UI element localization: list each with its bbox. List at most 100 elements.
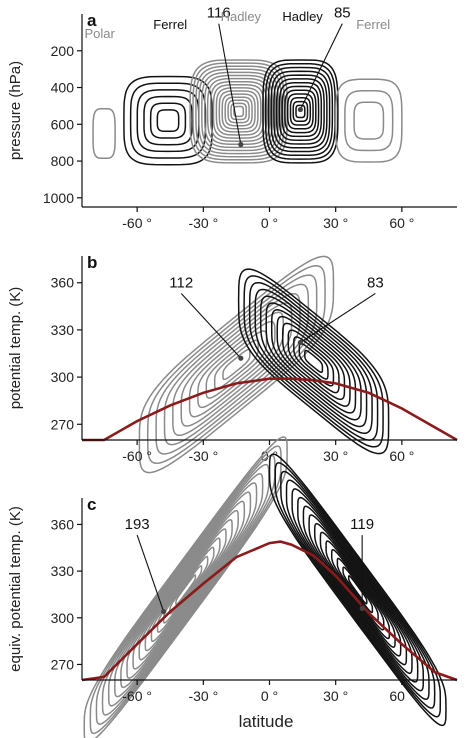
y-tick-label: 800 (51, 153, 75, 169)
max-leader-line (180, 293, 242, 359)
contour-line (83, 436, 288, 738)
panel-c: 193 119 270 300 330 360 -60 ° -30 ° 0 ° 30 ° 60 ° e… (7, 436, 458, 738)
contour-line (233, 105, 245, 118)
contour-line (293, 336, 335, 387)
panel-letter: c (87, 495, 96, 514)
contour-line (120, 491, 252, 689)
x-tick-label: -30 ° (188, 448, 218, 464)
contour-line (281, 322, 346, 401)
x-tick-label: 30 ° (323, 215, 348, 231)
contour-line (143, 95, 193, 146)
contour-line (243, 275, 384, 448)
cell-name-label: Ferrel (153, 17, 187, 32)
max-value-label: 85 (334, 5, 351, 22)
contour-line (259, 295, 368, 428)
contour-line (273, 74, 328, 149)
contour-line (89, 445, 282, 735)
max-marker (238, 355, 244, 361)
x-tick-label: -60 ° (122, 688, 152, 704)
y-tick-label: 330 (51, 322, 75, 338)
contour-line (92, 107, 116, 160)
contour-line (308, 514, 408, 666)
max-value-label: 116 (207, 5, 231, 22)
contour-line (254, 288, 373, 435)
contour-cell (334, 78, 403, 163)
contour-line (353, 101, 385, 140)
max-leader-line (136, 534, 165, 612)
contour-line (292, 100, 309, 123)
contour-line (209, 80, 268, 142)
y-tick-label: 270 (51, 416, 75, 432)
panel-letter: b (87, 253, 97, 272)
panel-a: 116 85 Polar Ferrel Hadley Hadley Ferrel 200 400… (7, 5, 457, 231)
contour-line (289, 97, 312, 126)
contour-line (270, 70, 331, 153)
x-tick-label: 60 ° (389, 215, 414, 231)
contour-line (203, 74, 274, 149)
contour-line (95, 454, 276, 725)
max-marker (161, 608, 167, 615)
max-value-label: 112 (169, 274, 193, 291)
contour-line (347, 575, 368, 605)
tropopause-curve (82, 377, 458, 442)
contour-line (221, 93, 256, 130)
max-leader-line (300, 292, 376, 343)
cell-name-label: Hadley (282, 9, 323, 24)
max-marker (238, 141, 244, 148)
max-leader-line (218, 23, 242, 145)
y-tick-label: 200 (51, 43, 75, 59)
max-leader-line (299, 23, 343, 110)
x-tick-label: 30 ° (323, 688, 348, 704)
contour-line (126, 500, 246, 679)
y-tick-label: 360 (51, 275, 75, 291)
y-tick-label: 1000 (43, 190, 74, 206)
contour-line (230, 102, 247, 121)
cell-name-label: Hadley (221, 9, 262, 24)
contour-line (286, 93, 314, 130)
max-marker (297, 106, 303, 113)
y-tick-label: 300 (51, 610, 75, 626)
x-axis-label: latitude (239, 712, 294, 731)
contour-line (215, 87, 262, 136)
contour-line (291, 488, 425, 692)
max-marker (359, 605, 365, 612)
contour-line (248, 281, 379, 441)
contour-line (212, 84, 265, 139)
contour-line (304, 349, 324, 373)
contour-line (175, 574, 197, 606)
contour-line (298, 342, 329, 380)
contour-line (163, 283, 310, 446)
contour-line (206, 77, 271, 146)
contour-line (330, 549, 385, 631)
cell-name-label: Ferrel (356, 17, 390, 32)
y-tick-label: 270 (51, 656, 75, 672)
contour-line (224, 96, 253, 127)
contour-line (222, 348, 251, 381)
contour-cell (92, 107, 116, 160)
panel-letter: a (87, 11, 97, 30)
contour-line (302, 505, 413, 675)
contour-cell (268, 453, 447, 727)
max-value-label: 83 (367, 274, 384, 291)
contour-cell (237, 268, 390, 455)
contour-cell (262, 59, 339, 164)
x-tick-label: 0 ° (261, 215, 278, 231)
y-tick-label: 400 (51, 80, 75, 96)
contour-line (114, 482, 258, 698)
contour-line (156, 546, 215, 633)
contour-line (325, 540, 391, 640)
y-tick-label: 300 (51, 369, 75, 385)
x-tick-label: 60 ° (389, 448, 414, 464)
x-tick-label: 30 ° (323, 448, 348, 464)
x-tick-label: 60 ° (389, 688, 414, 704)
max-value-label: 119 (350, 516, 374, 533)
max-value-label: 193 (125, 516, 150, 533)
contour-line (267, 66, 334, 157)
contour-line (101, 463, 270, 716)
contour-line (237, 268, 390, 455)
contour-line (107, 473, 264, 707)
tropopause-curve (81, 540, 458, 682)
contour-line (295, 104, 306, 119)
